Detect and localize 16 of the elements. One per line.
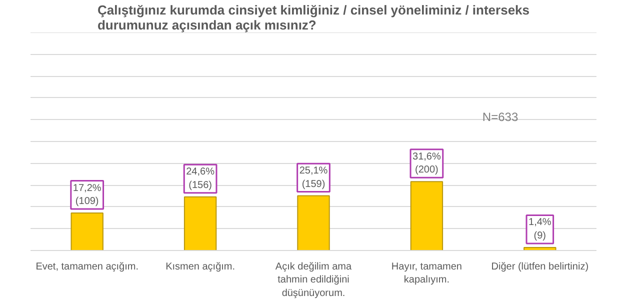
bar [70, 212, 104, 250]
bar [184, 196, 217, 250]
chart-title: Çalıştığınız kurumda cinsiyet kimliğiniz / cinsel yöneliminiz / interseks durumunuz açısından açık mısınız? [97, 2, 530, 32]
data-label: 1,4% (9) [528, 217, 552, 242]
x-tick-label: Evet, tamamen açığım. [36, 262, 139, 272]
x-tick-label: Diğer (lütfen belirtiniz) [491, 262, 589, 272]
data-label: 24,6% (156) [186, 166, 215, 191]
annotation: N=633 [482, 110, 518, 124]
bar [410, 181, 444, 250]
data-label: 17,2% (109) [72, 182, 102, 208]
bar [297, 195, 330, 250]
data-label: 25,1% (159) [299, 166, 328, 190]
x-tick-label: Kısmen açığım. [166, 262, 236, 272]
data-label: 31,6% (200) [412, 151, 441, 176]
x-tick-label: Açık değilim ama tahmin edildiğini düşünüyorum. [275, 262, 352, 299]
x-tick-label: Hayır, tamamen kapalıyım. [391, 262, 462, 286]
